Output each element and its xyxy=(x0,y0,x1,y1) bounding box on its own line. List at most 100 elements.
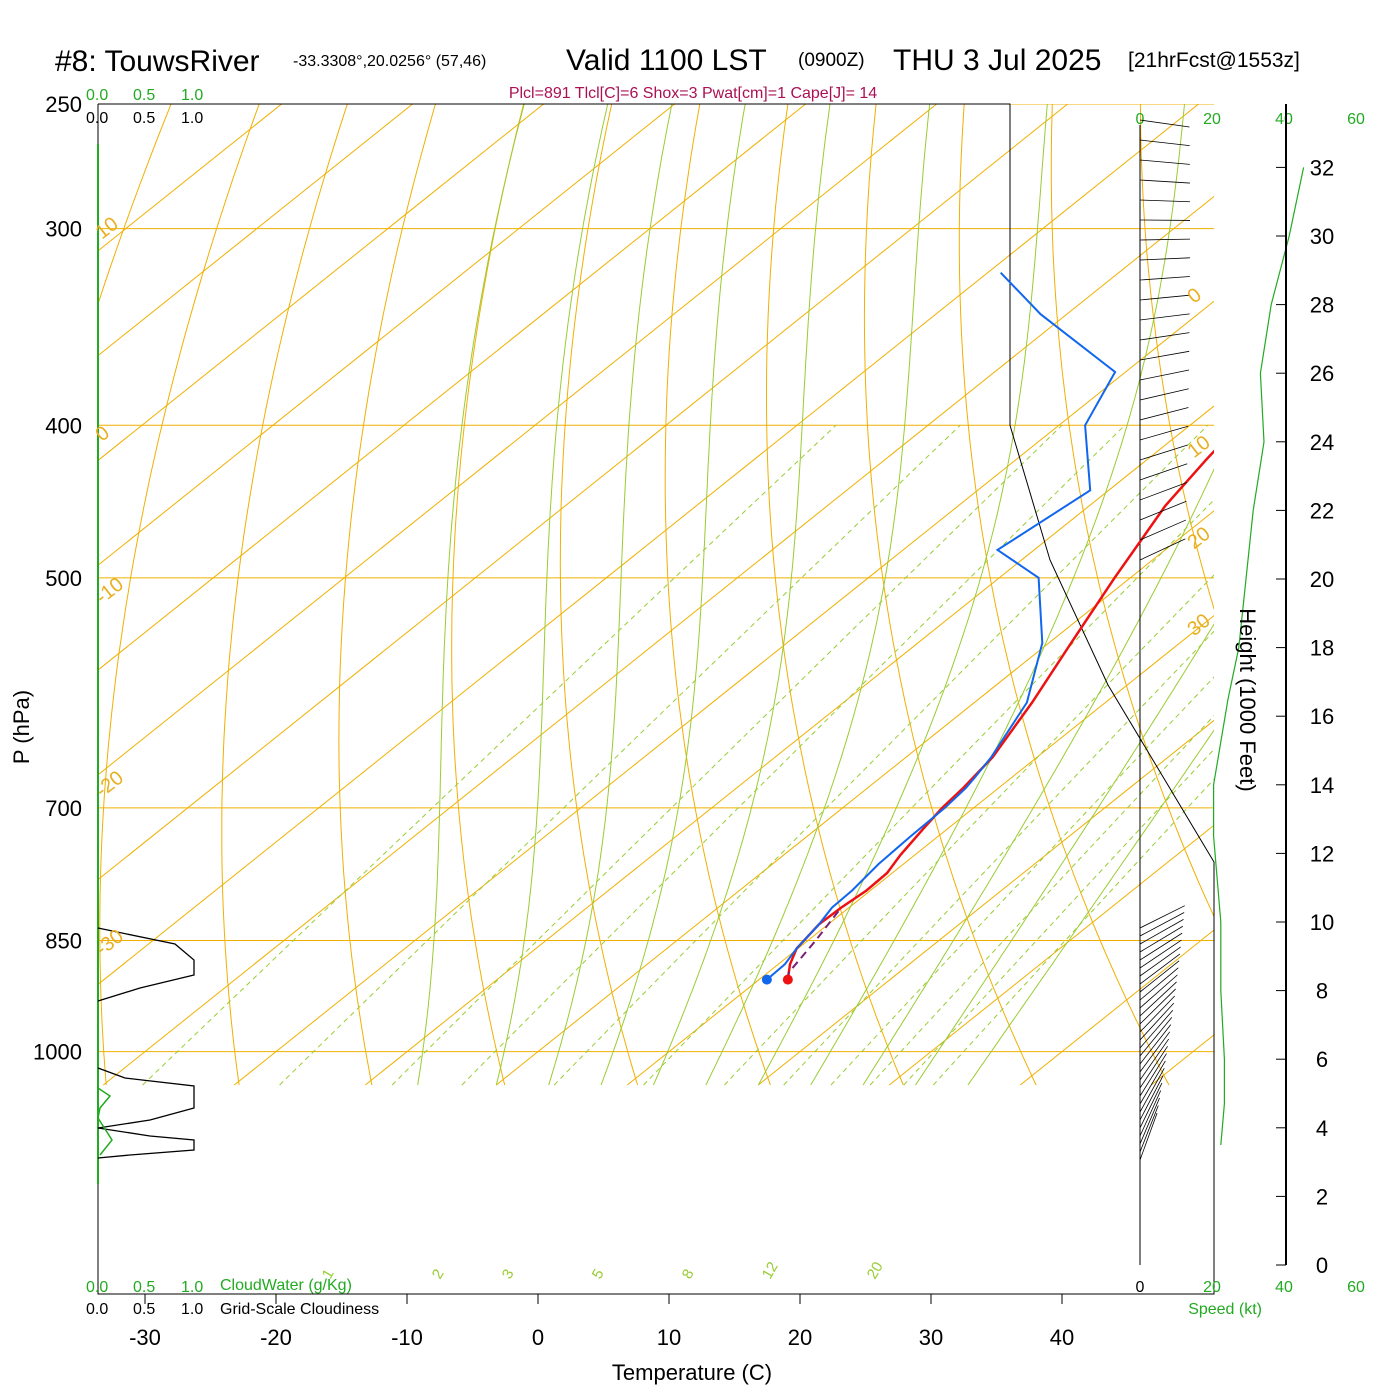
cloudiness-profile-0 xyxy=(97,927,195,1002)
wind-barb-4 xyxy=(1139,1082,1163,1129)
wind-barb-46 xyxy=(1139,238,1190,241)
dry-adiabat-260 xyxy=(338,104,436,1086)
y-tick-850: 850 xyxy=(45,929,82,954)
height-tick-2: 2 xyxy=(1316,1184,1328,1209)
wind-barb-19 xyxy=(1139,974,1178,1009)
cloud-scale-black-b1: 0.5 xyxy=(133,1301,155,1318)
height-tick-24: 24 xyxy=(1310,430,1334,455)
wind-barb-7 xyxy=(1139,1060,1166,1105)
wind-barb-39 xyxy=(1139,369,1190,381)
isotherm--100 xyxy=(98,104,414,357)
wind-barb-52 xyxy=(1139,119,1190,128)
height-tick-16: 16 xyxy=(1310,704,1334,729)
height-tick-26: 26 xyxy=(1310,361,1334,386)
temperature-line xyxy=(786,449,1214,980)
wind-barb-9 xyxy=(1139,1046,1168,1089)
mixing-ratio-label-6: 20 xyxy=(864,1259,887,1282)
speed-tick-bottom-20: 20 xyxy=(1203,1279,1221,1296)
isotherm--40 xyxy=(98,104,1200,986)
speed-tick-top-60: 60 xyxy=(1347,111,1365,128)
wind-barb-14 xyxy=(1139,1010,1174,1049)
station-title: #8: TouwsRiver xyxy=(55,45,260,78)
mixing-ratio-5 xyxy=(643,499,1214,1086)
y-tick-250: 250 xyxy=(45,92,82,117)
wind-barb-1 xyxy=(1139,1105,1159,1153)
parcel-line xyxy=(786,906,842,980)
dry-adiabat-300 xyxy=(766,104,904,1086)
mixing-ratio-label-5: 12 xyxy=(759,1259,782,1282)
mixing-ratio-2 xyxy=(391,424,1063,1086)
cloudiness-profile-2 xyxy=(97,1127,195,1159)
wind-barb-35 xyxy=(1139,444,1188,461)
isotherm-label-5: 0 xyxy=(1184,284,1206,308)
wind-barb-38 xyxy=(1139,388,1189,401)
speed-tick-top-0: 0 xyxy=(1136,111,1145,128)
height-axis-title: Height (1000 Feet) xyxy=(1235,608,1260,791)
isotherm--70 xyxy=(98,104,807,671)
zulu-time: (0900Z) xyxy=(798,50,865,71)
height-tick-8: 8 xyxy=(1316,979,1328,1004)
dry-adiabat-330 xyxy=(1050,104,1214,918)
wind-barb-42 xyxy=(1139,313,1190,321)
wind-barb-32 xyxy=(1139,500,1187,521)
mixing-ratio-9 xyxy=(869,715,1214,1086)
cloud-scale-green-0: 0.0 xyxy=(86,87,108,104)
isotherm-label-7: 20 xyxy=(1184,523,1215,554)
wind-barb-44 xyxy=(1139,276,1190,281)
cloud-scale-black-b2: 1.0 xyxy=(181,1301,203,1318)
isotherm--90 xyxy=(98,104,545,462)
x-tick--30: -30 xyxy=(129,1325,161,1350)
wind-barb-34 xyxy=(1139,463,1188,481)
dewpoint-line xyxy=(766,272,1117,981)
mixing-ratio-10 xyxy=(903,748,1214,1086)
height-tick-20: 20 xyxy=(1310,567,1334,592)
axes: 100-10-20-300102030250300400500700850100… xyxy=(33,92,1334,1350)
isotherm-10 xyxy=(626,615,1214,1086)
mixing-ratio-3 xyxy=(461,424,1126,1086)
x-tick-0: 0 xyxy=(532,1325,544,1350)
mixing-ratio-1 xyxy=(279,424,961,1086)
moist-adiabat-6 xyxy=(757,104,1048,1086)
speed-tick-top-20: 20 xyxy=(1203,111,1221,128)
wind-barb-17 xyxy=(1139,988,1176,1025)
wind-barb-28 xyxy=(1139,912,1185,937)
cloud-scale-bottom: 0.0 0.5 1.0 CloudWater (g/Kg) 0.0 0.5 1.… xyxy=(86,1277,379,1318)
wind-barb-11 xyxy=(1139,1031,1171,1073)
dewpoint-surface-point xyxy=(761,974,772,985)
wind-barb-21 xyxy=(1139,960,1180,993)
cloudwater-profile xyxy=(97,1087,113,1156)
height-tick-0: 0 xyxy=(1316,1253,1328,1278)
mixing-ratio-label-1: 2 xyxy=(429,1266,448,1282)
wind-barb-12 xyxy=(1139,1024,1172,1065)
isotherm--20 xyxy=(233,300,1214,1086)
isotherm--10 xyxy=(364,405,1214,1086)
wind-barb-31 xyxy=(1139,519,1187,541)
wind-barb-20 xyxy=(1139,967,1179,1001)
moist-adiabat-3 xyxy=(600,104,746,1086)
mixing-ratio-7 xyxy=(783,630,1214,1086)
isotherm-20 xyxy=(757,719,1214,1086)
mixing-ratio-label-4: 8 xyxy=(679,1266,698,1282)
isotherm-label-0: 10 xyxy=(92,213,123,244)
mixing-ratio-label-3: 5 xyxy=(589,1266,608,1282)
height-tick-6: 6 xyxy=(1316,1047,1328,1072)
moist-adiabat-0 xyxy=(417,104,525,1086)
x-tick-40: 40 xyxy=(1050,1325,1074,1350)
cloud-scale-green-b1: 0.5 xyxy=(133,1279,155,1296)
wind-barb-3 xyxy=(1139,1090,1162,1137)
wind-barb-29 xyxy=(1139,905,1185,929)
wind-barb-48 xyxy=(1139,199,1190,203)
moist-adiabat-1 xyxy=(495,104,609,1086)
speed-label: Speed (kt) xyxy=(1188,1301,1262,1318)
cloudiness-label: Grid-Scale Cloudiness xyxy=(220,1301,379,1318)
background-grid: 1 2 3 5 8 12 20 xyxy=(98,104,1214,1282)
height-tick-14: 14 xyxy=(1310,773,1334,798)
moist-adiabat-5 xyxy=(705,104,931,1086)
y-tick-1000: 1000 xyxy=(33,1040,82,1065)
wind-speed-profile xyxy=(1213,167,1305,1146)
wind-barb-43 xyxy=(1139,294,1190,301)
wind-barb-10 xyxy=(1139,1038,1170,1081)
forecast-date: THU 3 Jul 2025 xyxy=(893,44,1101,77)
isotherm--60 xyxy=(98,104,938,776)
isotherm-30 xyxy=(888,824,1214,1086)
